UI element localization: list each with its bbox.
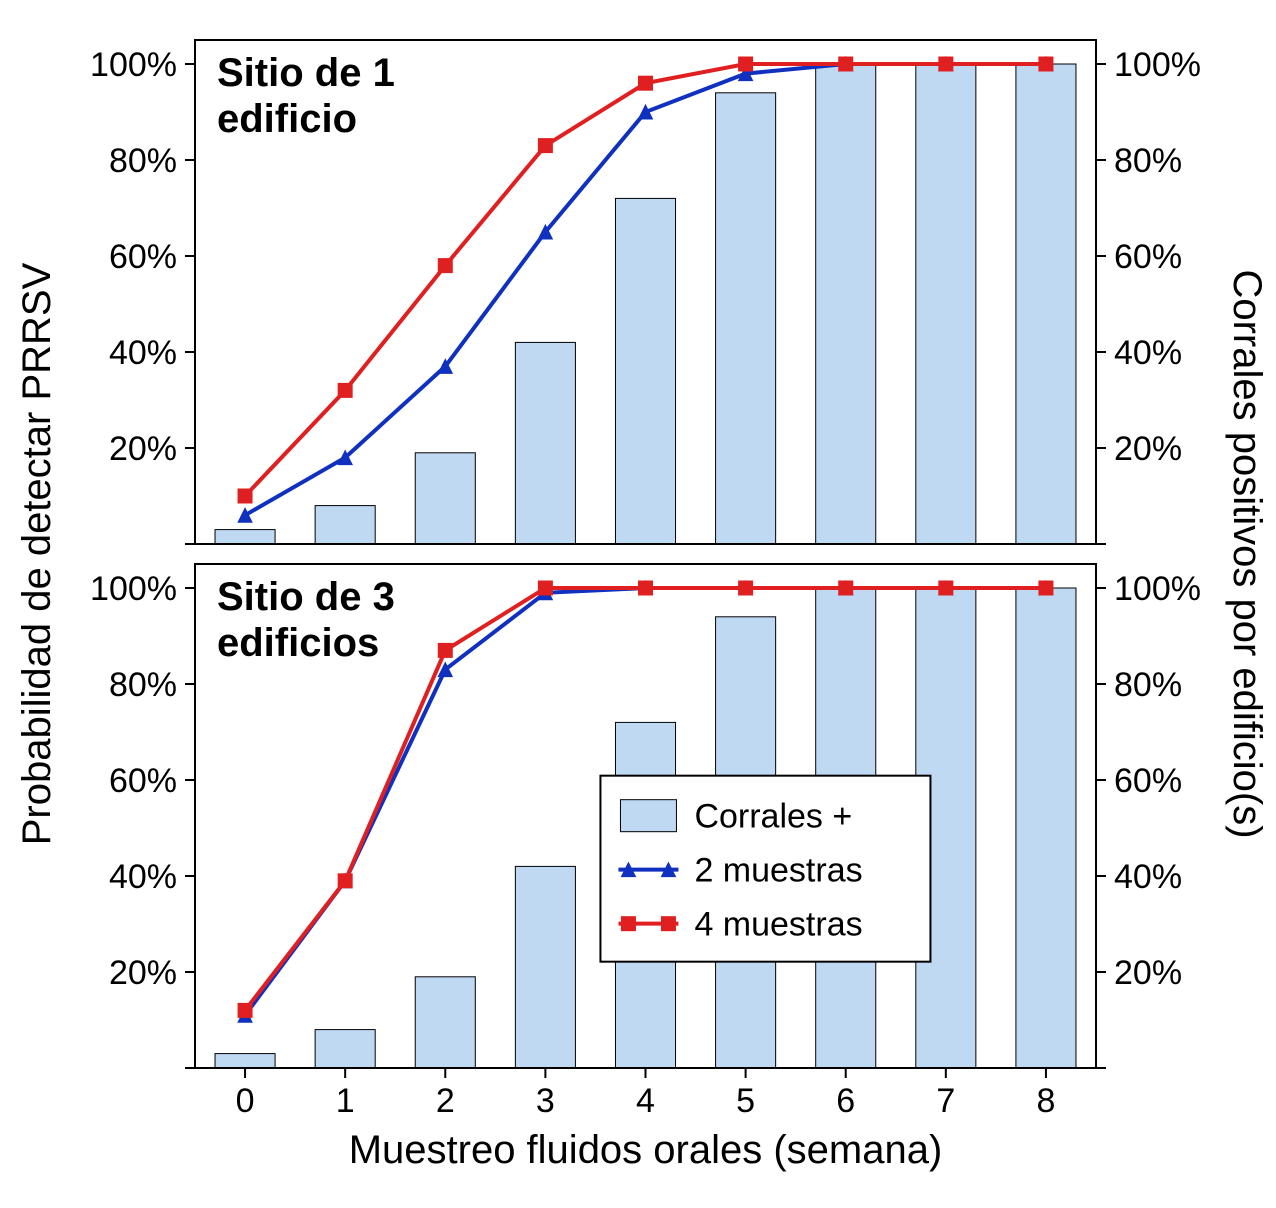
bar (816, 64, 876, 544)
marker-square (538, 581, 552, 595)
marker-square (538, 139, 552, 153)
x-tick-label: 8 (1036, 1082, 1055, 1120)
bar (315, 1030, 375, 1068)
y-left-axis-label: Probabilidad de detectar PRRSV (15, 262, 59, 845)
marker-square (939, 581, 953, 595)
y-tick-label: 100% (1114, 570, 1201, 608)
marker-square (939, 57, 953, 71)
marker-square (739, 57, 753, 71)
panel-title: edificios (217, 621, 379, 665)
bar (215, 530, 275, 544)
marker-square (639, 76, 653, 90)
y-tick-label: 80% (1114, 666, 1182, 704)
y-tick-label: 20% (1114, 430, 1182, 468)
bar (315, 506, 375, 544)
marker-square (338, 383, 352, 397)
bar (1016, 588, 1076, 1068)
bar (415, 453, 475, 544)
x-tick-label: 1 (336, 1082, 355, 1120)
y-tick-label: 40% (109, 858, 177, 896)
marker-square (1039, 581, 1053, 595)
legend-label: 4 muestras (694, 906, 862, 944)
y-tick-label: 80% (109, 666, 177, 704)
x-tick-label: 4 (636, 1082, 655, 1120)
chart-svg: 20% 40% 60% 80% 100% 20% 40% 60% 80% 100% Sitio de… (0, 0, 1276, 1208)
bar (1016, 64, 1076, 544)
bar (215, 1054, 275, 1068)
y-tick-label: 100% (90, 570, 177, 608)
y-tick-label: 40% (1114, 858, 1182, 896)
legend-swatch-bar (620, 800, 676, 832)
x-tick-label: 6 (836, 1082, 855, 1120)
panel-title: Sitio de 1 (217, 51, 395, 95)
x-tick-label: 0 (236, 1082, 255, 1120)
x-tick-label: 3 (536, 1082, 555, 1120)
legend: Corrales + 2 muestras 4 muestras (600, 776, 930, 962)
bar (515, 342, 575, 544)
y-tick-label: 100% (1114, 46, 1201, 84)
legend-label: Corrales + (694, 798, 852, 836)
y-tick-label: 40% (1114, 334, 1182, 372)
bar (415, 977, 475, 1068)
y-right-axis-label: Corrales positivos por edificio(s) (1225, 269, 1269, 838)
panel-title: edificio (217, 97, 357, 141)
x-axis-label: Muestreo fluidos orales (semana) (349, 1128, 943, 1172)
chart-container: 20% 40% 60% 80% 100% 20% 40% 60% 80% 100% Sitio de… (0, 0, 1276, 1208)
bar (716, 93, 776, 544)
legend-label: 2 muestras (694, 852, 862, 890)
y-tick-label: 100% (90, 46, 177, 84)
y-tick-label: 20% (1114, 954, 1182, 992)
marker-square (1039, 57, 1053, 71)
y-tick-label: 80% (109, 142, 177, 180)
marker-square (739, 581, 753, 595)
x-tick-label: 2 (436, 1082, 455, 1120)
marker-square (438, 643, 452, 657)
marker-square (238, 1003, 252, 1017)
y-tick-label: 60% (1114, 238, 1182, 276)
y-tick-label: 60% (109, 238, 177, 276)
marker-square (238, 489, 252, 503)
panel-title: Sitio de 3 (217, 575, 395, 619)
marker-square (839, 581, 853, 595)
y-tick-label: 60% (1114, 762, 1182, 800)
marker-square (639, 581, 653, 595)
marker-square (438, 259, 452, 273)
bar (515, 866, 575, 1068)
panel-0: 20% 40% 60% 80% 100% 20% 40% 60% 80% 100% Sitio de… (90, 40, 1201, 544)
y-tick-label: 80% (1114, 142, 1182, 180)
x-tick-label: 5 (736, 1082, 755, 1120)
bar (916, 64, 976, 544)
y-tick-label: 60% (109, 762, 177, 800)
x-tick-label: 7 (936, 1082, 955, 1120)
marker-square (621, 917, 635, 931)
y-tick-label: 20% (109, 954, 177, 992)
marker-square (338, 874, 352, 888)
bar (615, 198, 675, 544)
y-tick-label: 20% (109, 430, 177, 468)
marker-square (661, 917, 675, 931)
marker-square (839, 57, 853, 71)
y-tick-label: 40% (109, 334, 177, 372)
